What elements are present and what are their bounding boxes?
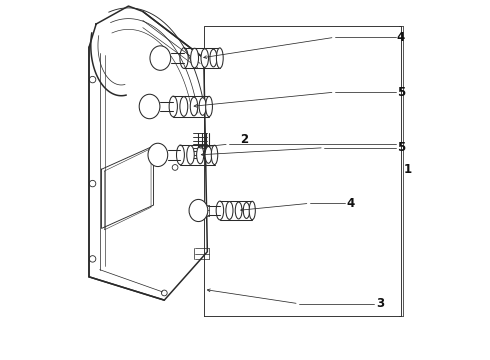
Ellipse shape (190, 97, 198, 116)
Ellipse shape (199, 98, 206, 115)
Ellipse shape (201, 49, 208, 67)
Text: 4: 4 (346, 197, 355, 210)
Text: 3: 3 (376, 297, 385, 310)
Ellipse shape (210, 49, 217, 67)
Text: 5: 5 (397, 86, 405, 99)
Ellipse shape (235, 202, 242, 219)
Ellipse shape (226, 202, 233, 219)
Ellipse shape (249, 201, 255, 220)
Ellipse shape (148, 143, 168, 167)
Ellipse shape (206, 96, 213, 117)
Ellipse shape (139, 94, 160, 119)
Text: 2: 2 (240, 133, 248, 146)
Text: 5: 5 (397, 141, 405, 154)
Text: 1: 1 (404, 163, 412, 176)
Ellipse shape (211, 145, 218, 165)
Ellipse shape (191, 48, 198, 68)
Ellipse shape (189, 199, 208, 221)
Ellipse shape (150, 46, 171, 70)
Ellipse shape (217, 48, 223, 68)
Ellipse shape (180, 96, 188, 116)
Text: 4: 4 (397, 31, 405, 44)
Ellipse shape (187, 145, 194, 164)
Ellipse shape (196, 146, 204, 164)
Ellipse shape (243, 203, 250, 219)
Ellipse shape (205, 147, 212, 163)
